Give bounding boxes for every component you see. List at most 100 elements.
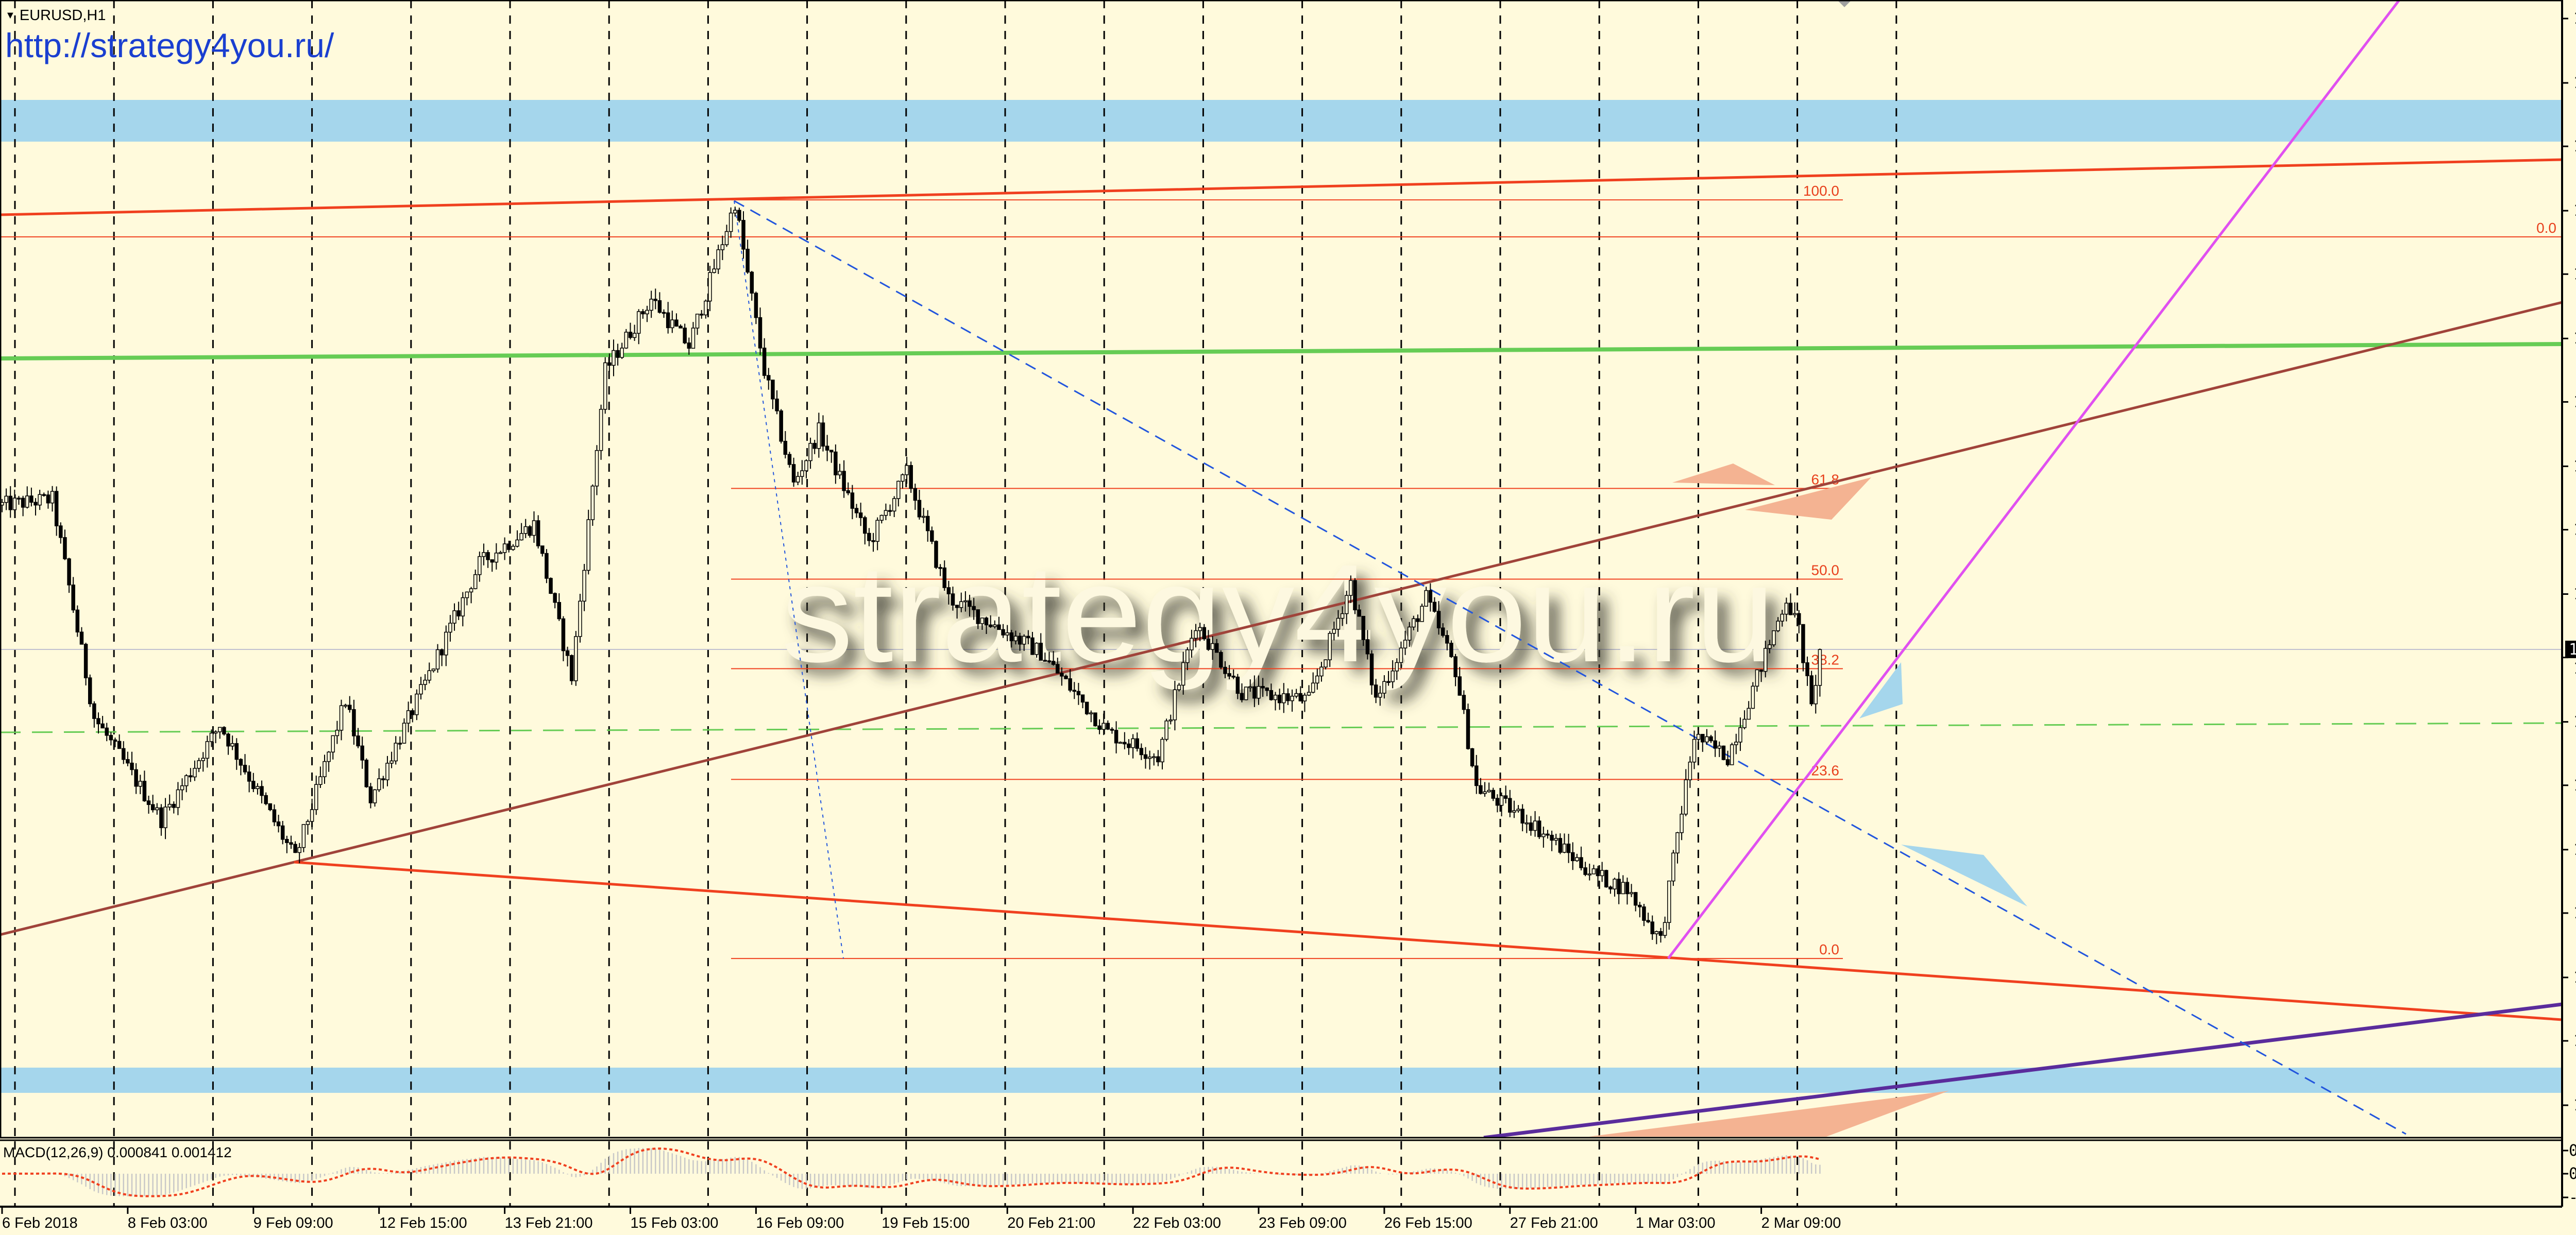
symbol-header[interactable]: ▼ EURUSD,H1 (5, 7, 106, 24)
candle-body (339, 705, 344, 731)
time-axis[interactable]: 6 Feb 2018 8 Feb 03:00 9 Feb 09:00 12 Feb 1… (1, 1207, 1841, 1231)
candle-body (251, 781, 256, 790)
candle (901, 473, 905, 489)
green-dashed-level[interactable] (0, 722, 2562, 733)
candle (834, 444, 838, 484)
candle (976, 609, 980, 629)
candle (1613, 878, 1617, 897)
price-tick-label: 1.24820 (2573, 330, 2576, 348)
candle-body (402, 723, 406, 744)
blue-dashed-trend-line[interactable] (734, 200, 2406, 1135)
candle (858, 503, 863, 526)
candle-body (1114, 730, 1118, 744)
candle (117, 734, 122, 749)
candle-body (1018, 636, 1022, 645)
candle-body (25, 495, 29, 508)
candle-body (666, 312, 670, 329)
price-tick-label: 1.22120 (2573, 841, 2576, 859)
candle (951, 586, 955, 611)
candle-body (821, 422, 825, 447)
candle-body (1344, 595, 1349, 614)
candle-body (100, 723, 105, 729)
price-axis[interactable]: 1.26510 1.26170 1.25835 1.25495 1.25160 1.248… (2562, 10, 2576, 1114)
candle-body (142, 781, 147, 801)
candle (1118, 741, 1123, 744)
candle (1742, 710, 1747, 730)
candle (1809, 671, 1814, 706)
blue-arrow-shape-2[interactable] (1901, 845, 2027, 906)
candle (955, 605, 959, 619)
candle (1818, 648, 1822, 697)
candle-body (343, 705, 348, 707)
candle (825, 435, 829, 461)
candle-body (1152, 756, 1156, 758)
candle-body (1139, 748, 1144, 756)
candle (377, 768, 381, 792)
salmon-arrow-shape-1[interactable] (1672, 464, 1775, 485)
candle-body (1269, 690, 1274, 700)
candle-body (423, 679, 427, 685)
candle-body (456, 610, 461, 616)
candle (1608, 885, 1613, 894)
purple-trend-line[interactable] (1483, 1002, 2562, 1138)
candle (435, 644, 440, 673)
candle (632, 324, 637, 341)
candle (800, 460, 804, 485)
brown-trend-line[interactable] (0, 301, 2562, 936)
candle-body (1633, 892, 1638, 906)
candle (917, 490, 922, 520)
candle-body (863, 517, 867, 534)
blue-dotted-line[interactable] (734, 200, 844, 959)
blue-arrow-shape-1[interactable] (1859, 662, 1903, 718)
candle-body (138, 781, 143, 787)
candle (1633, 891, 1638, 912)
candle (1747, 701, 1751, 720)
candle (812, 440, 817, 454)
candle-body (834, 451, 838, 475)
candle (1235, 674, 1240, 699)
salmon-arrow-shape-2[interactable] (1745, 477, 1871, 520)
candle (574, 631, 578, 686)
candle-body (176, 789, 180, 808)
time-tick-label: 27 Feb 21:00 (1510, 1215, 1598, 1231)
candle (1319, 662, 1324, 682)
candle (1365, 630, 1370, 660)
time-tick-label: 15 Feb 03:00 (631, 1215, 719, 1231)
candle (1583, 862, 1587, 877)
candle (256, 783, 260, 795)
salmon-wedge-shape[interactable] (1589, 1091, 1949, 1137)
candle (75, 605, 80, 637)
candle (599, 404, 603, 460)
candle-body (1164, 721, 1168, 740)
upper-channel-line[interactable] (0, 158, 2562, 216)
candle (1696, 729, 1701, 742)
candle-body (716, 249, 720, 270)
candle-body (318, 776, 323, 785)
candlesticks (0, 207, 1822, 945)
candle (1625, 878, 1630, 905)
candle-body (884, 510, 888, 516)
candle (712, 259, 716, 273)
candle (96, 712, 100, 734)
magenta-trend-line[interactable] (1667, 0, 2400, 959)
candle-body (201, 758, 205, 761)
candle (323, 754, 327, 784)
candle-body (1818, 649, 1822, 686)
candle (360, 736, 364, 769)
lower-channel-line[interactable] (294, 861, 2562, 1021)
dropdown-triangle-icon[interactable]: ▼ (5, 10, 15, 21)
candle (314, 775, 318, 815)
candle (1705, 729, 1709, 745)
candle (1776, 617, 1780, 632)
candle (297, 843, 301, 864)
candle (1332, 621, 1336, 641)
candle-body (704, 300, 708, 316)
candle-body (218, 727, 222, 732)
candle (348, 696, 352, 713)
candle-body (38, 494, 42, 506)
candle-body (1005, 632, 1009, 636)
candle-body (1503, 795, 1508, 799)
shift-marker-icon[interactable] (1837, 0, 1852, 7)
candle (1658, 928, 1663, 943)
